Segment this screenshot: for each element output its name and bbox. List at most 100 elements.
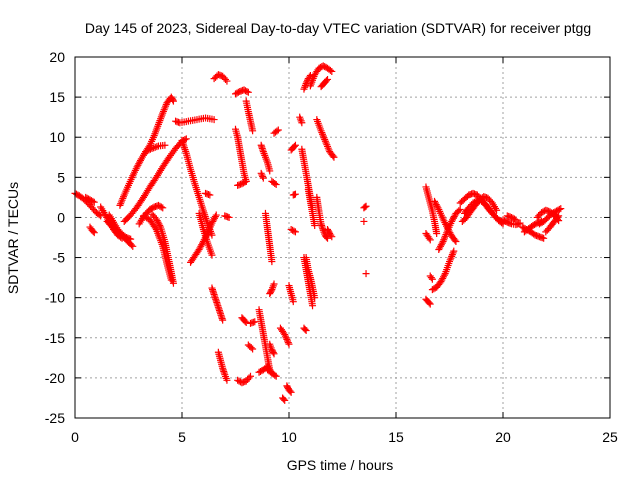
data-point-marker — [134, 161, 142, 169]
data-point-marker — [249, 345, 257, 353]
data-point-marker — [101, 210, 109, 218]
data-point-marker — [180, 144, 188, 152]
data-point-marker — [211, 214, 219, 222]
data-point-marker — [431, 199, 439, 207]
data-point-marker — [425, 299, 433, 307]
y-tick-label: 20 — [49, 49, 65, 65]
data-point-marker — [212, 211, 220, 219]
data-point-marker — [436, 244, 444, 252]
data-point-marker — [180, 142, 188, 150]
data-point-marker — [102, 212, 110, 220]
data-point-marker — [291, 141, 299, 149]
chart-title: Day 145 of 2023, Sidereal Day-to-day VTE… — [85, 20, 591, 36]
data-point-marker — [136, 158, 144, 166]
data-point-marker — [555, 205, 563, 213]
data-point-marker — [245, 374, 253, 382]
x-tick-label: 10 — [281, 429, 297, 445]
data-point-marker — [208, 219, 216, 227]
data-point-marker — [153, 217, 161, 225]
data-point-marker — [440, 271, 448, 279]
data-point-marker — [362, 270, 370, 278]
data-point-marker — [443, 224, 451, 232]
data-point-marker — [326, 66, 334, 74]
data-point-marker — [270, 280, 278, 288]
data-point-marker — [302, 327, 310, 335]
data-point-marker — [555, 212, 563, 220]
data-point-marker — [274, 126, 282, 134]
data-point-marker — [159, 204, 167, 212]
data-point-marker — [242, 177, 250, 185]
data-point-marker — [196, 244, 204, 252]
data-point-marker — [285, 340, 293, 348]
data-point-marker — [444, 225, 452, 233]
data-point-marker — [433, 229, 441, 237]
data-point-marker — [127, 241, 135, 249]
data-point-marker — [129, 242, 137, 250]
data-point-marker — [89, 197, 97, 205]
data-point-marker — [448, 216, 456, 224]
data-point-marker — [281, 396, 289, 404]
data-point-marker — [446, 229, 454, 237]
data-point-marker — [259, 174, 267, 182]
data-point-marker — [271, 179, 279, 187]
data-point-marker — [438, 276, 446, 284]
data-point-marker — [452, 238, 460, 246]
data-point-marker — [241, 178, 249, 186]
data-point-marker — [89, 227, 97, 235]
data-point-marker — [450, 247, 458, 255]
data-point-marker — [449, 214, 457, 222]
data-point-marker — [311, 294, 319, 302]
data-point-marker — [322, 77, 330, 85]
data-point-marker — [433, 202, 441, 210]
data-point-marker — [202, 214, 210, 222]
data-point-marker — [330, 153, 338, 161]
data-point-marker — [267, 287, 275, 295]
data-point-marker — [428, 275, 436, 283]
data-point-marker — [247, 344, 255, 352]
data-point-marker — [152, 215, 160, 223]
data-point-marker — [426, 300, 434, 308]
data-point-marker — [222, 75, 230, 83]
data-point-marker — [266, 167, 274, 175]
data-point-marker — [208, 251, 216, 259]
data-point-marker — [241, 317, 249, 325]
data-point-marker — [298, 119, 306, 127]
data-point-marker — [434, 204, 442, 212]
data-point-marker — [208, 231, 216, 239]
data-point-marker — [286, 387, 294, 395]
data-point-marker — [225, 213, 233, 221]
y-tick-label: -5 — [53, 250, 66, 266]
data-point-marker — [329, 152, 337, 160]
data-point-marker — [169, 96, 177, 104]
data-point-marker — [153, 143, 161, 151]
data-point-marker — [287, 388, 295, 396]
data-point-marker — [133, 163, 141, 171]
data-point-marker — [90, 229, 98, 237]
data-point-marker — [282, 334, 290, 342]
y-tick-label: -10 — [45, 290, 65, 306]
data-point-marker — [161, 141, 169, 149]
data-point-marker — [512, 216, 520, 224]
data-point-marker — [273, 127, 281, 135]
data-point-marker — [146, 145, 154, 153]
data-point-marker — [427, 274, 435, 282]
axes — [74, 56, 611, 419]
y-tick-label: -25 — [45, 410, 65, 426]
grid-lines — [75, 57, 610, 418]
data-point-marker — [309, 302, 317, 310]
data-points — [71, 62, 565, 404]
data-point-marker — [219, 316, 227, 324]
data-point-marker — [324, 75, 332, 83]
data-point-marker — [272, 181, 280, 189]
y-tick-label: 15 — [49, 89, 65, 105]
data-point-marker — [243, 87, 251, 95]
data-point-marker — [448, 217, 456, 225]
data-point-marker — [311, 221, 319, 229]
data-point-marker — [362, 202, 370, 210]
data-point-marker — [324, 234, 332, 242]
data-point-marker — [257, 169, 265, 177]
data-point-marker — [135, 160, 143, 168]
data-point-marker — [284, 337, 292, 345]
x-tick-label: 20 — [495, 429, 511, 445]
